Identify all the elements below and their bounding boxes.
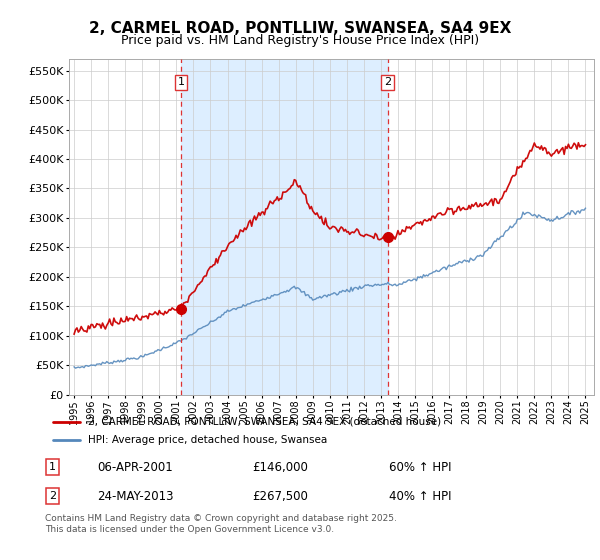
Text: 2, CARMEL ROAD, PONTLLIW, SWANSEA, SA4 9EX: 2, CARMEL ROAD, PONTLLIW, SWANSEA, SA4 9… [89, 21, 511, 36]
Text: 1: 1 [178, 77, 184, 87]
Text: 06-APR-2001: 06-APR-2001 [97, 460, 173, 474]
Text: 2: 2 [384, 77, 391, 87]
Text: Price paid vs. HM Land Registry's House Price Index (HPI): Price paid vs. HM Land Registry's House … [121, 34, 479, 46]
Text: £267,500: £267,500 [253, 489, 308, 503]
Bar [181, 59, 388, 395]
Text: Contains HM Land Registry data © Crown copyright and database right 2025.
This d: Contains HM Land Registry data © Crown c… [45, 514, 397, 534]
Text: HPI: Average price, detached house, Swansea: HPI: Average price, detached house, Swan… [88, 435, 327, 445]
Text: 2, CARMEL ROAD, PONTLLIW, SWANSEA, SA4 9EX (detached house): 2, CARMEL ROAD, PONTLLIW, SWANSEA, SA4 9… [88, 417, 441, 427]
Text: £146,000: £146,000 [253, 460, 308, 474]
Text: 40% ↑ HPI: 40% ↑ HPI [389, 489, 451, 503]
Text: 24-MAY-2013: 24-MAY-2013 [97, 489, 173, 503]
Text: 2: 2 [49, 491, 56, 501]
Text: 60% ↑ HPI: 60% ↑ HPI [389, 460, 451, 474]
Text: 1: 1 [49, 462, 56, 472]
